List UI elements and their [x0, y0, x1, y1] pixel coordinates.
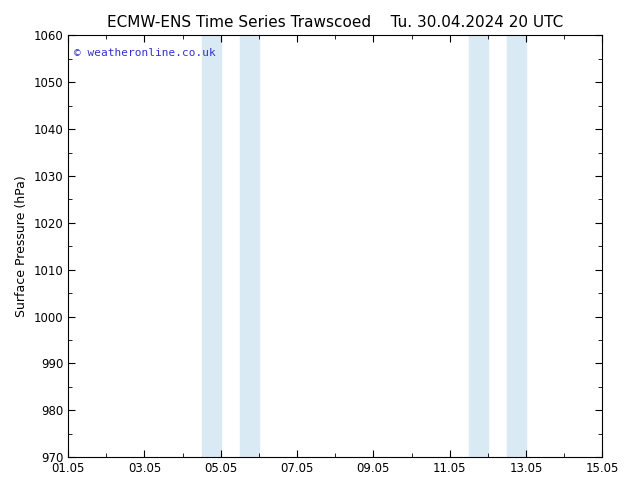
Title: ECMW-ENS Time Series Trawscoed    Tu. 30.04.2024 20 UTC: ECMW-ENS Time Series Trawscoed Tu. 30.04…	[107, 15, 564, 30]
Bar	[507, 35, 526, 457]
Bar	[202, 35, 221, 457]
Bar	[240, 35, 259, 457]
Y-axis label: Surface Pressure (hPa): Surface Pressure (hPa)	[15, 175, 28, 317]
Bar	[469, 35, 488, 457]
Text: © weatheronline.co.uk: © weatheronline.co.uk	[74, 48, 216, 58]
